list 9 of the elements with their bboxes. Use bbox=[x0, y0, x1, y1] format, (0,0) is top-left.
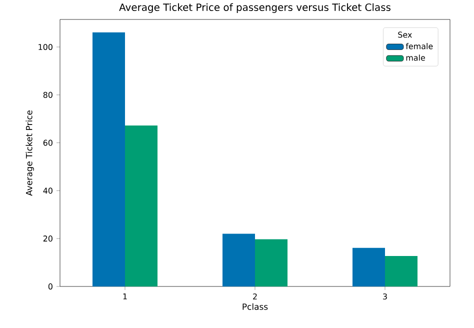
y-axis-title: Average Ticket Price bbox=[26, 110, 34, 196]
chart-title: Average Ticket Price of passengers versus Ticket Class bbox=[119, 3, 390, 13]
bar bbox=[125, 125, 158, 286]
bar bbox=[222, 234, 255, 286]
bar bbox=[255, 239, 288, 286]
bar bbox=[352, 248, 385, 286]
bar bbox=[385, 256, 418, 286]
x-axis-title: Pclass bbox=[242, 303, 268, 310]
bar bbox=[92, 32, 125, 286]
